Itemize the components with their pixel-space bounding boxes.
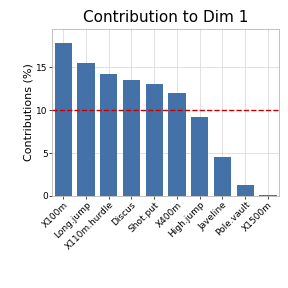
Bar [77,63,94,196]
Bar [168,93,185,196]
Bar [259,195,276,196]
Y-axis label: Contributions (%): Contributions (%) [23,63,33,161]
Bar [146,84,163,196]
Bar [100,74,117,196]
Bar [123,80,140,196]
Bar [55,43,72,196]
Bar [191,117,208,196]
Title: Contribution to Dim 1: Contribution to Dim 1 [83,10,248,25]
Bar [237,185,254,196]
Bar [214,157,231,196]
